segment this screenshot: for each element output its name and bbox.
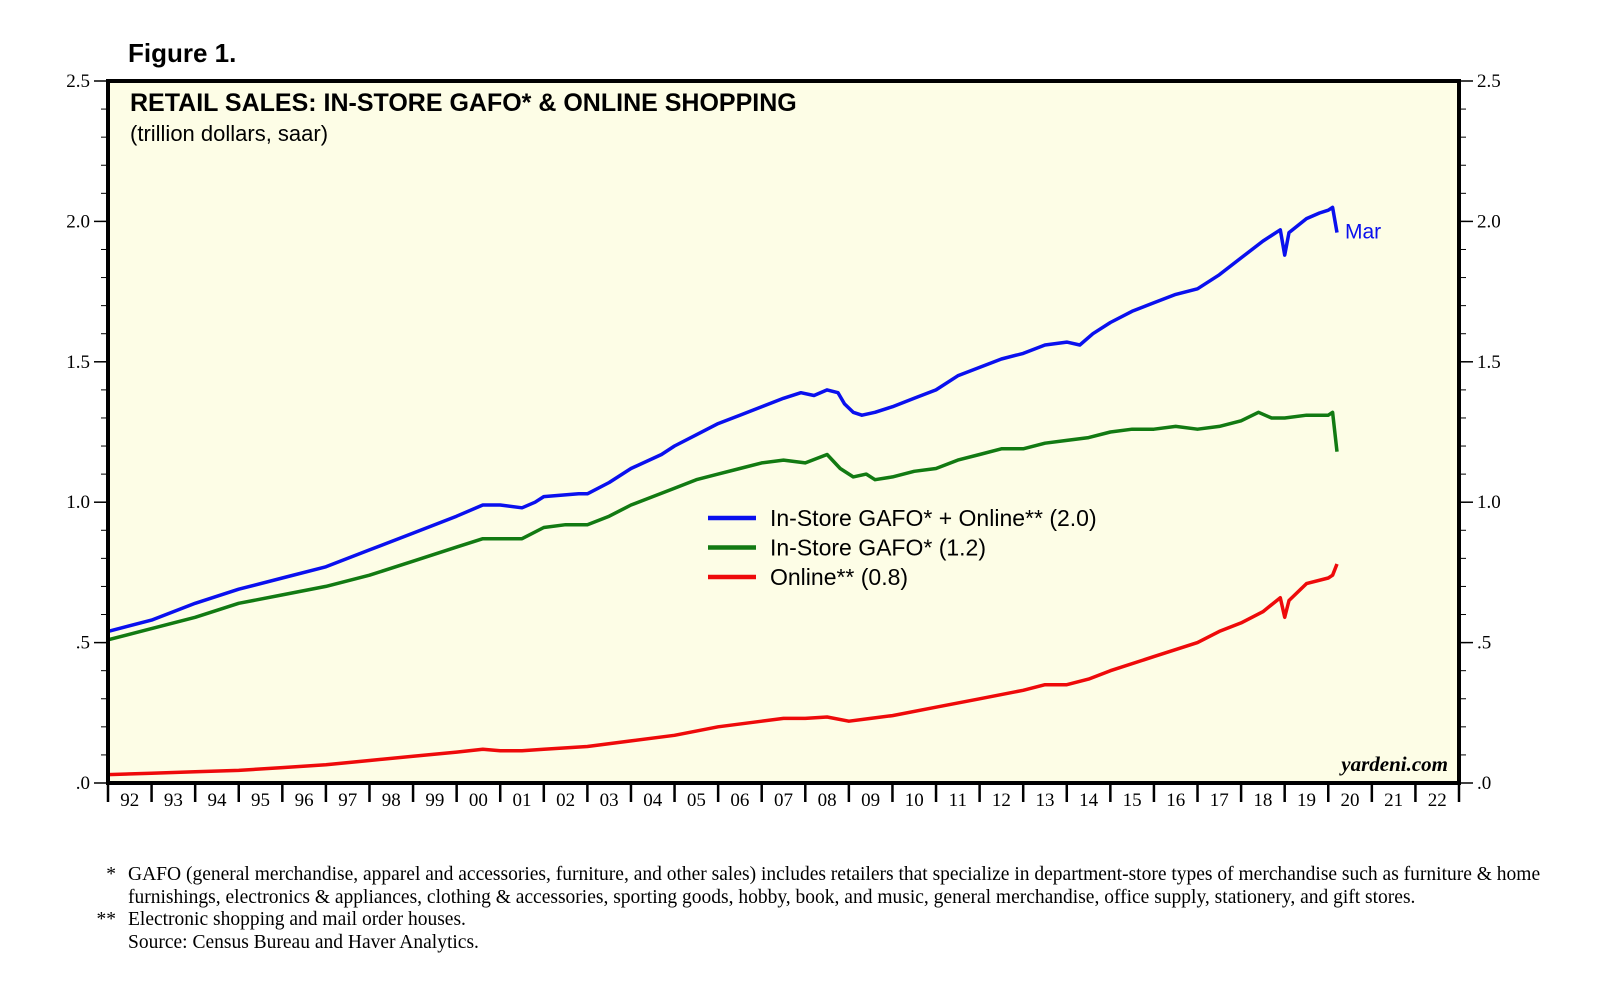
x-tick-label: 96 xyxy=(295,790,314,811)
footnote-mark: ** xyxy=(96,909,117,930)
y-tick-label-left: 1.0 xyxy=(66,492,90,513)
chart: .0 .5 1.0 1.5 2.0 2.5 .0 .5 1.0 1.5 2.0 2.5 92 93 94… xyxy=(66,71,1501,811)
y-tick-label-left: .5 xyxy=(76,633,90,654)
footnote-text: GAFO (general merchandise, apparel and a… xyxy=(128,864,1541,908)
footnote-mark: * xyxy=(106,864,116,885)
x-tick-label: 18 xyxy=(1253,790,1272,811)
y-tick-label-left: 2.0 xyxy=(66,211,90,232)
x-tick-label: 11 xyxy=(949,790,967,811)
x-tick-label: 99 xyxy=(425,790,444,811)
x-tick-label: 03 xyxy=(600,790,619,811)
footnote: Source: Census Bureau and Haver Analytic… xyxy=(80,932,1600,955)
x-tick-label: 13 xyxy=(1035,790,1054,811)
y-tick-label-left: 2.5 xyxy=(66,71,90,92)
x-tick-label: 19 xyxy=(1297,790,1316,811)
y-tick-label-right: 2.0 xyxy=(1477,211,1501,232)
chart-subtitle: (trillion dollars, saar) xyxy=(130,121,328,146)
y-tick-label-left: .0 xyxy=(76,773,90,794)
x-tick-label: 97 xyxy=(338,790,357,811)
x-tick-label: 07 xyxy=(774,790,793,811)
x-tick-label: 09 xyxy=(861,790,880,811)
footnote-text: Source: Census Bureau and Haver Analytic… xyxy=(128,931,479,953)
series-layer xyxy=(107,205,1339,777)
plot-area xyxy=(108,81,1459,783)
watermark: yardeni.com xyxy=(1338,752,1448,776)
y-tick-label-left: 1.5 xyxy=(66,352,90,373)
right-y-axis: .0 .5 1.0 1.5 2.0 2.5 xyxy=(1459,71,1501,794)
footnote-text: Electronic shopping and mail order house… xyxy=(128,909,466,930)
x-tick-label: 16 xyxy=(1166,790,1185,811)
x-tick-label: 17 xyxy=(1210,790,1229,811)
footnote: ** Electronic shopping and mail order hou… xyxy=(80,909,1600,932)
x-tick-label: 06 xyxy=(730,790,749,811)
footnote: * GAFO (general merchandise, apparel and … xyxy=(80,864,1600,909)
legend-label: In-Store GAFO* (1.2) xyxy=(770,535,986,561)
y-tick-label-right: .0 xyxy=(1477,773,1491,794)
x-tick-label: 98 xyxy=(382,790,401,811)
x-tick-label: 01 xyxy=(513,790,532,811)
legend-label: In-Store GAFO* + Online** (2.0) xyxy=(770,505,1097,531)
x-tick-label: 20 xyxy=(1341,790,1360,811)
series-line xyxy=(107,563,1339,777)
figure-label: Figure 1. xyxy=(128,38,237,68)
x-tick-label: 10 xyxy=(905,790,924,811)
y-tick-label-right: .5 xyxy=(1477,633,1491,654)
series-line xyxy=(107,410,1339,642)
x-tick-label: 14 xyxy=(1079,790,1099,811)
y-tick-label-right: 2.5 xyxy=(1477,71,1501,92)
chart-title: RETAIL SALES: IN-STORE GAFO* & ONLINE SH… xyxy=(130,89,797,117)
x-tick-label: 21 xyxy=(1384,790,1403,811)
x-tick-label: 92 xyxy=(120,790,139,811)
x-tick-label: 93 xyxy=(164,790,183,811)
series-line xyxy=(107,205,1339,634)
x-tick-label: 22 xyxy=(1428,790,1447,811)
x-tick-label: 12 xyxy=(992,790,1011,811)
legend: In-Store GAFO* + Online** (2.0) In-Store … xyxy=(708,505,1097,590)
left-y-axis: .0 .5 1.0 1.5 2.0 2.5 xyxy=(66,71,108,794)
x-tick-label: 15 xyxy=(1123,790,1142,811)
x-tick-label: 08 xyxy=(818,790,837,811)
x-tick-label: 00 xyxy=(469,790,488,811)
x-tick-label: 94 xyxy=(207,790,227,811)
footnote-mark xyxy=(80,932,128,955)
y-tick-label-right: 1.0 xyxy=(1477,492,1501,513)
end-label: Mar xyxy=(1345,221,1381,244)
legend-label: Online** (0.8) xyxy=(770,564,908,590)
footnotes: * GAFO (general merchandise, apparel and … xyxy=(80,864,1600,954)
y-tick-label-right: 1.5 xyxy=(1477,352,1501,373)
x-tick-label: 05 xyxy=(687,790,706,811)
x-tick-label: 02 xyxy=(556,790,575,811)
plot-frame xyxy=(106,79,1461,785)
x-tick-label: 95 xyxy=(251,790,270,811)
x-axis: 92 93 94 95 96 97 98 99 00 01 02 03 04 05 06 07 08 09 10 11… xyxy=(106,783,1461,811)
x-tick-label: 04 xyxy=(643,790,663,811)
